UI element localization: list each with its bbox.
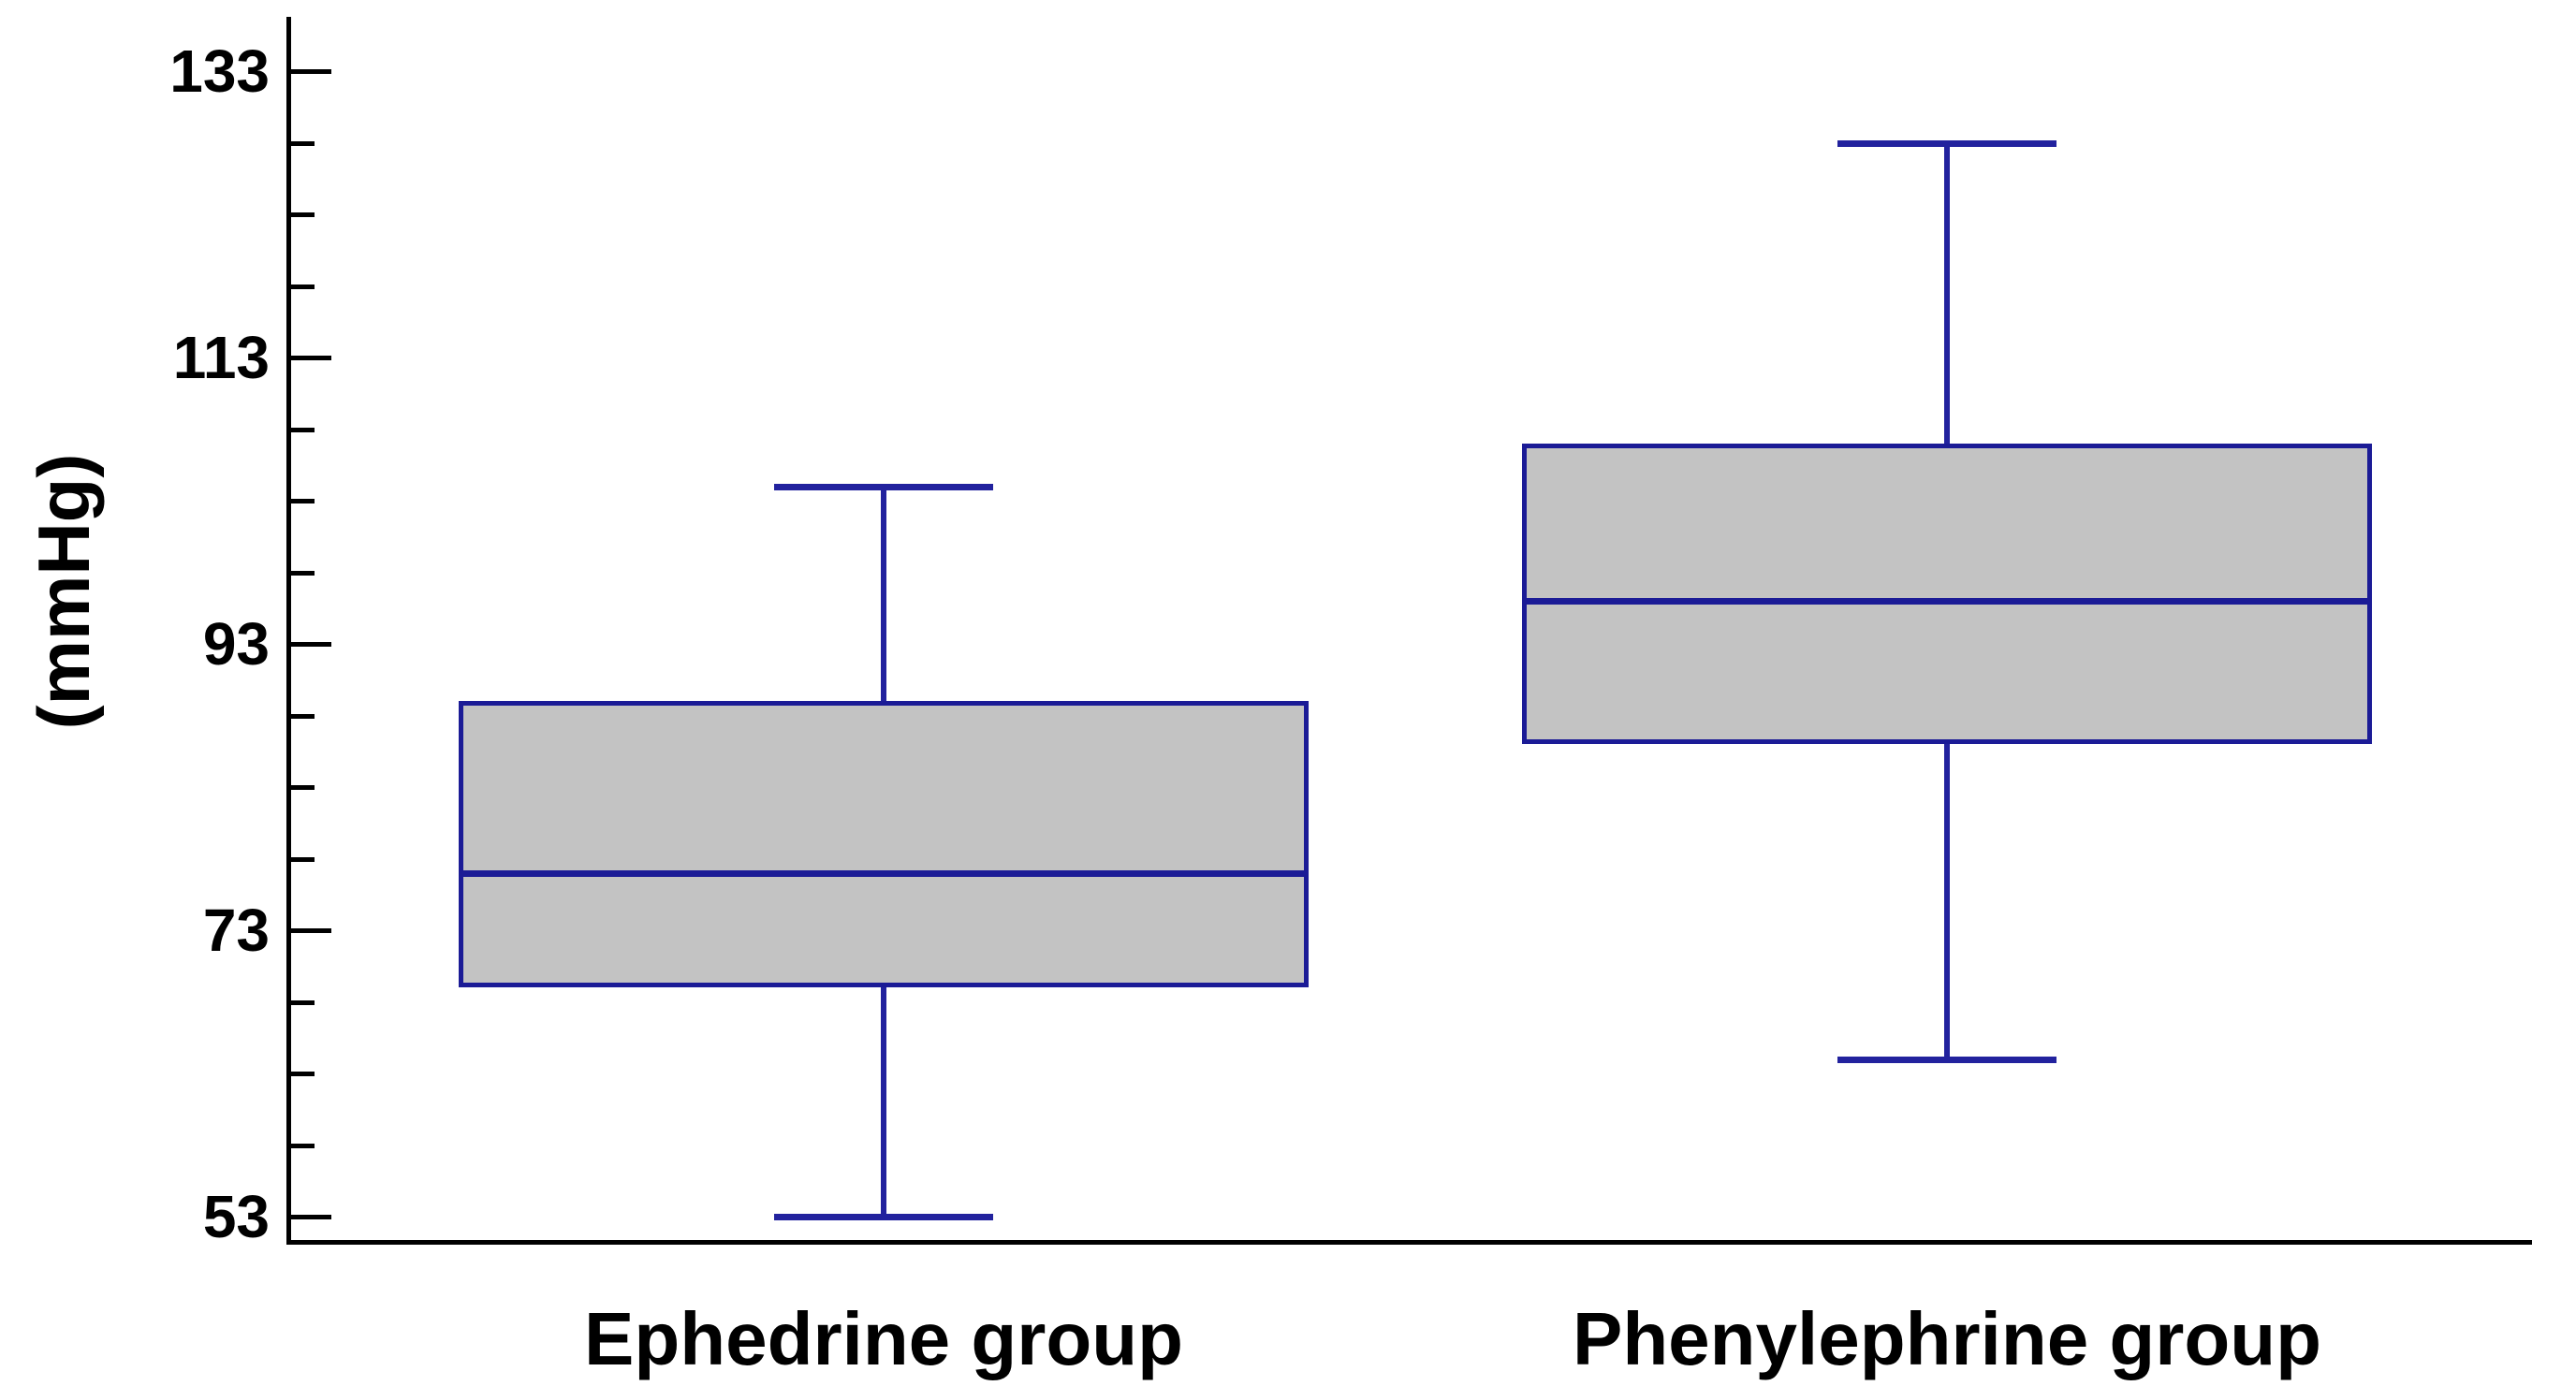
- lower-whisker-line: [1944, 744, 1950, 1059]
- minor-tick: [288, 1072, 315, 1076]
- upper-whisker-line: [881, 487, 886, 701]
- major-tick: [288, 642, 331, 647]
- lower-whisker-cap: [774, 1214, 993, 1220]
- y-axis-line: [286, 17, 291, 1245]
- y-tick-label: 113: [172, 324, 270, 391]
- y-tick-label: 133: [169, 37, 270, 105]
- y-axis-label: (mmHg): [22, 453, 105, 730]
- minor-tick: [288, 1144, 315, 1148]
- minor-tick: [288, 428, 315, 432]
- median-line: [1522, 598, 2372, 605]
- upper-whisker-line: [1944, 143, 1950, 444]
- major-tick: [288, 1215, 331, 1219]
- category-label-ephedrine: Ephedrine group: [584, 1297, 1183, 1380]
- minor-tick: [288, 571, 315, 576]
- x-axis-line: [286, 1240, 2532, 1245]
- upper-whisker-cap: [1837, 140, 2056, 147]
- y-tick-label: 93: [202, 610, 270, 678]
- minor-tick: [288, 141, 315, 146]
- iqr-box: [459, 701, 1309, 987]
- upper-whisker-cap: [774, 484, 993, 490]
- y-tick-label: 53: [202, 1183, 270, 1250]
- minor-tick: [288, 212, 315, 217]
- major-tick: [288, 356, 331, 360]
- category-label-phenylephrine: Phenylephrine group: [1572, 1297, 2322, 1380]
- minor-tick: [288, 1000, 315, 1005]
- median-line: [459, 870, 1309, 877]
- minor-tick: [288, 857, 315, 862]
- minor-tick: [288, 785, 315, 790]
- y-tick-label: 73: [202, 897, 270, 964]
- lower-whisker-cap: [1837, 1057, 2056, 1063]
- major-tick: [288, 928, 331, 933]
- iqr-box: [1522, 444, 2372, 744]
- minor-tick: [288, 714, 315, 719]
- minor-tick: [288, 499, 315, 503]
- minor-tick: [288, 284, 315, 289]
- major-tick: [288, 69, 331, 74]
- lower-whisker-line: [881, 987, 886, 1217]
